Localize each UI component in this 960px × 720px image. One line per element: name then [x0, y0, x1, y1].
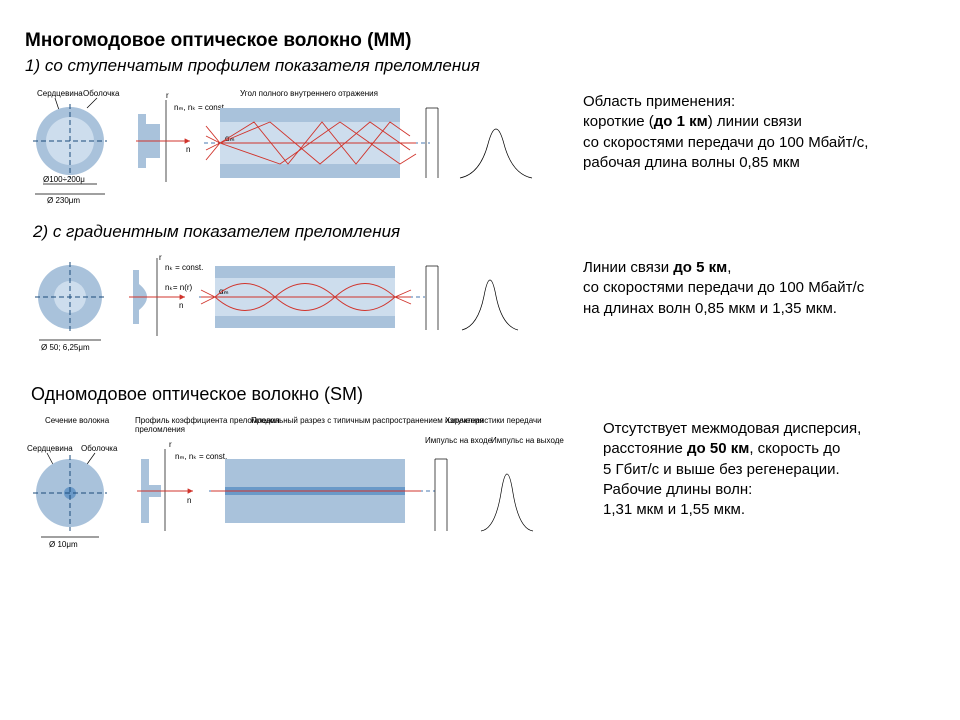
svg-text:Импульс на выходе: Импульс на выходе [491, 436, 564, 445]
svg-text:Сечение волокна: Сечение волокна [45, 416, 110, 425]
label-n: n [186, 145, 190, 154]
svg-text:n: n [187, 496, 191, 505]
title-sm: Одномодовое оптическое волокно (SM) [31, 384, 935, 405]
label-r: r [166, 91, 169, 100]
label-core: Сердцевина [37, 89, 83, 98]
section-mm-graded: Ø 50; 6,25μm r nₖ = const. nₖ= n(r) n αₘ [25, 252, 935, 362]
svg-text:r: r [169, 440, 172, 449]
subtitle-graded: 2) с градиентным показателем преломления [33, 222, 935, 242]
dim-core: Ø100÷200μ [43, 175, 85, 184]
label-tir: Угол полного внутреннего отражения [240, 89, 378, 98]
svg-text:nₖ = const.: nₖ = const. [165, 263, 203, 272]
svg-text:r: r [159, 253, 162, 262]
svg-text:Импульс на входе: Импульс на входе [425, 436, 493, 445]
dim-clad: Ø 230μm [47, 196, 80, 205]
svg-text:Ø 10μm: Ø 10μm [49, 540, 78, 549]
subtitle-step: 1) со ступенчатым профилем показателя пр… [25, 56, 935, 76]
svg-text:Характеристики передачи: Характеристики передачи [445, 416, 542, 425]
section-mm-step: Сердцевина Оболочка Ø100÷200μ Ø 230μm r … [25, 86, 935, 206]
diagram-mm-step: Сердцевина Оболочка Ø100÷200μ Ø 230μm r … [25, 86, 565, 206]
svg-text:nₘ, nₖ = const.: nₘ, nₖ = const. [175, 452, 227, 461]
desc-sm: Отсутствует межмодовая дисперсия, рассто… [603, 413, 935, 520]
svg-text:Сердцевина: Сердцевина [27, 444, 73, 453]
svg-text:Оболочка: Оболочка [81, 444, 118, 453]
svg-text:n: n [179, 301, 183, 310]
svg-text:преломления: преломления [135, 425, 185, 434]
section-sm: Сечение волокна Профиль коэффициента пре… [25, 413, 935, 563]
desc-step: Область применения: короткие (до 1 км) л… [583, 86, 935, 173]
diagram-mm-graded: Ø 50; 6,25μm r nₖ = const. nₖ= n(r) n αₘ [25, 252, 565, 362]
desc-graded: Линии связи до 5 км, со скоростями перед… [583, 252, 935, 319]
dim-graded: Ø 50; 6,25μm [41, 343, 90, 352]
svg-text:nₖ= n(r): nₖ= n(r) [165, 283, 193, 292]
diagram-sm: Сечение волокна Профиль коэффициента пре… [25, 413, 585, 563]
label-cladding: Оболочка [83, 89, 120, 98]
main-title: Многомодовое оптическое волокно (ММ) [25, 30, 935, 52]
label-nmconst: nₘ, nₖ = const. [174, 103, 226, 112]
